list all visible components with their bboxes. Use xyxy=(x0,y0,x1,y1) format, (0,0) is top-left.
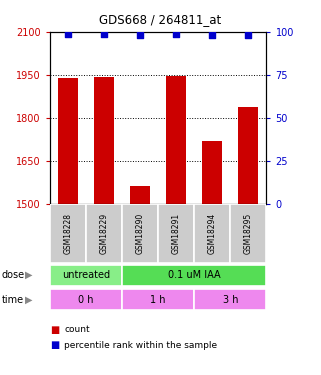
Bar xyxy=(194,289,266,310)
Bar xyxy=(158,204,194,262)
Text: 3 h: 3 h xyxy=(222,295,238,304)
Text: 0 h: 0 h xyxy=(78,295,94,304)
Text: GSM18229: GSM18229 xyxy=(100,213,108,254)
Text: GSM18291: GSM18291 xyxy=(172,213,181,254)
Text: GSM18294: GSM18294 xyxy=(208,213,217,254)
Text: GDS668 / 264811_at: GDS668 / 264811_at xyxy=(100,13,221,26)
Text: count: count xyxy=(64,326,90,334)
Bar xyxy=(94,77,114,204)
Bar xyxy=(122,204,158,262)
Point xyxy=(174,31,179,37)
Text: ▶: ▶ xyxy=(25,270,33,280)
Text: GSM18290: GSM18290 xyxy=(135,213,144,254)
Bar xyxy=(50,289,122,310)
Text: GSM18228: GSM18228 xyxy=(63,213,72,254)
Text: GSM18295: GSM18295 xyxy=(244,213,253,254)
Bar xyxy=(122,265,266,286)
Bar xyxy=(130,186,150,204)
Text: ■: ■ xyxy=(50,340,59,350)
Text: percentile rank within the sample: percentile rank within the sample xyxy=(64,340,217,350)
Point xyxy=(101,31,107,37)
Text: 0.1 uM IAA: 0.1 uM IAA xyxy=(168,270,221,280)
Point xyxy=(137,32,143,38)
Bar xyxy=(86,204,122,262)
Bar xyxy=(50,265,122,286)
Text: 1 h: 1 h xyxy=(150,295,166,304)
Bar xyxy=(50,204,86,262)
Bar xyxy=(122,289,194,310)
Text: untreated: untreated xyxy=(62,270,110,280)
Bar xyxy=(202,141,222,204)
Bar xyxy=(58,78,78,204)
Bar xyxy=(239,106,258,204)
Point xyxy=(246,32,251,38)
Point xyxy=(65,31,70,37)
Bar xyxy=(166,76,186,204)
Text: ▶: ▶ xyxy=(25,295,33,304)
Bar xyxy=(194,204,230,262)
Bar xyxy=(230,204,266,262)
Point xyxy=(210,32,215,38)
Text: time: time xyxy=(2,295,24,304)
Text: ■: ■ xyxy=(50,325,59,335)
Text: dose: dose xyxy=(2,270,25,280)
